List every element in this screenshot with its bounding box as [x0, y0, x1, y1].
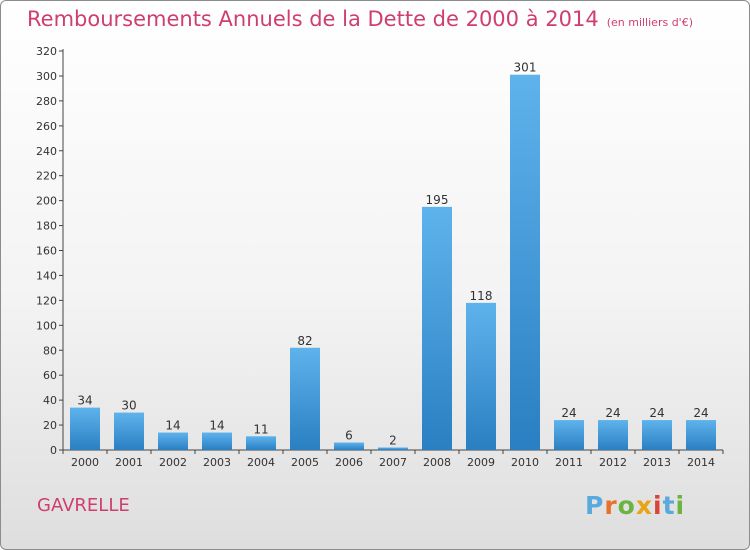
bar-2001	[114, 412, 144, 450]
bar-2004	[246, 436, 276, 450]
bar-2002	[158, 432, 188, 450]
chart-title: Remboursements Annuels de la Dette de 20…	[27, 7, 693, 31]
y-tick-label: 60	[43, 369, 57, 382]
logo-letter: x	[635, 491, 653, 520]
y-tick-label: 180	[36, 220, 57, 233]
logo-letter: t	[662, 491, 676, 520]
data-label-2001: 30	[121, 399, 136, 413]
y-tick-label: 280	[36, 95, 57, 108]
data-label-2008: 195	[426, 193, 449, 207]
data-label-2014: 24	[693, 406, 708, 420]
data-labels: 34 30 14 14 11 82 6 2 195 118 301 24 24 24 24	[77, 61, 708, 448]
bar-2012	[598, 420, 628, 450]
x-tick-label: 2014	[687, 456, 715, 469]
x-tick-label: 2012	[599, 456, 627, 469]
data-label-2000: 34	[77, 394, 92, 408]
x-tick-label: 2007	[379, 456, 407, 469]
data-label-2013: 24	[649, 406, 664, 420]
y-tick-label: 20	[43, 419, 57, 432]
data-label-2005: 82	[297, 334, 312, 348]
bar-2011	[554, 420, 584, 450]
logo-letter: i	[653, 491, 663, 520]
bar-2013	[642, 420, 672, 450]
bar-2014	[686, 420, 716, 450]
y-tick-label: 220	[36, 170, 57, 183]
bar-2006	[334, 442, 364, 450]
data-label-2012: 24	[605, 406, 620, 420]
logo-letter: P	[585, 491, 605, 520]
data-label-2003: 14	[209, 419, 224, 433]
x-tick-label: 2013	[643, 456, 671, 469]
y-tick-label: 0	[50, 444, 57, 457]
bar-2009	[466, 302, 496, 450]
bar-2000	[70, 407, 100, 450]
chart-subtitle: (en milliers d'€)	[606, 16, 693, 29]
y-axis: 0 20 40 60 80 100 120 140 160 180 200 220 240 260 280 3…	[36, 45, 64, 457]
y-tick-label: 140	[36, 269, 57, 282]
y-tick-label: 200	[36, 195, 57, 208]
data-label-2006: 6	[345, 429, 353, 443]
x-tick-label: 2002	[159, 456, 187, 469]
y-tick-label: 40	[43, 394, 57, 407]
y-tick-label: 120	[36, 294, 57, 307]
y-tick-label: 240	[36, 145, 57, 158]
x-tick-label: 2004	[247, 456, 275, 469]
place-name: GAVRELLE	[37, 495, 130, 516]
x-tick-label: 2000	[71, 456, 99, 469]
data-label-2007: 2	[389, 434, 397, 448]
bar-2007	[378, 447, 408, 450]
y-tick-label: 160	[36, 245, 57, 258]
bar-2005	[290, 347, 320, 450]
x-tick-label: 2008	[423, 456, 451, 469]
y-tick-label: 260	[36, 120, 57, 133]
x-tick-label: 2003	[203, 456, 231, 469]
x-tick-label: 2006	[335, 456, 363, 469]
y-tick-label: 80	[43, 344, 57, 357]
data-label-2004: 11	[253, 422, 268, 436]
x-tick-label: 2005	[291, 456, 319, 469]
bar-2010	[510, 74, 540, 451]
data-label-2002: 14	[165, 419, 180, 433]
bar-2003	[202, 432, 232, 450]
y-tick-label: 300	[36, 70, 57, 83]
bars	[70, 74, 716, 451]
data-label-2011: 24	[561, 406, 576, 420]
y-tick-label: 100	[36, 319, 57, 332]
logo-letter: r	[604, 491, 618, 520]
x-tick-label: 2010	[511, 456, 539, 469]
x-tick-label: 2009	[467, 456, 495, 469]
data-label-2010: 301	[514, 61, 537, 75]
y-tick-label: 320	[36, 45, 57, 58]
x-axis: 2000 2001 2002 2003 2004 2005 2006 2007 2008 2009…	[62, 449, 724, 469]
proxiti-logo: Proxiti	[585, 491, 685, 520]
logo-letter: o	[617, 491, 636, 520]
bar-2008	[422, 206, 452, 450]
data-label-2009: 118	[470, 289, 493, 303]
logo-letter: i	[675, 491, 686, 520]
x-tick-label: 2011	[555, 456, 583, 469]
x-tick-label: 2001	[115, 456, 143, 469]
chart-title-text: Remboursements Annuels de la Dette de 20…	[27, 7, 599, 31]
